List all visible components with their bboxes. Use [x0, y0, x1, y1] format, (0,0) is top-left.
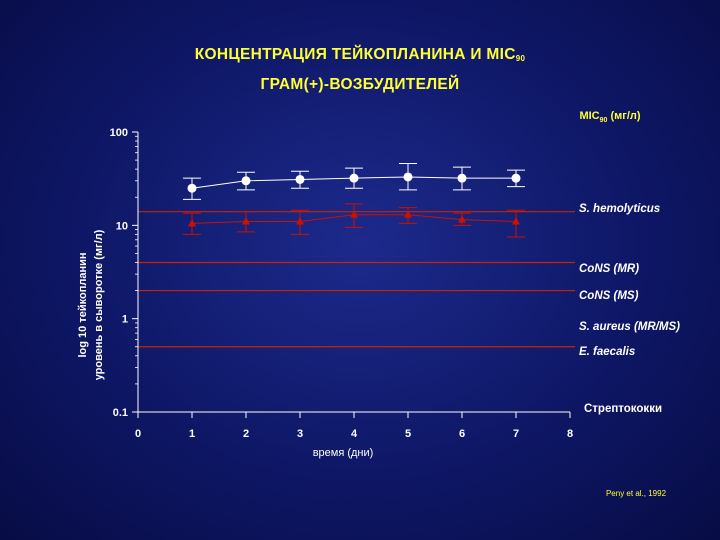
slide-title: КОНЦЕНТРАЦИЯ ТЕЙКОПЛАНИНА И MIC90 ГРАМ(+…: [0, 42, 720, 98]
y-tick-label-2: 1: [122, 314, 128, 326]
title-line-1-subscript: 90: [515, 54, 526, 63]
data-point-circle: [241, 176, 251, 186]
source-citation: Peny et al., 1992: [606, 489, 667, 498]
data-point-triangle: [188, 218, 196, 227]
reference-label-3: S. aureus (MR/MS): [579, 321, 680, 333]
x-tick-label-8: 8: [567, 428, 573, 440]
x-tick-label-5: 5: [405, 428, 411, 440]
x-axis-title: время (дни): [313, 447, 374, 459]
data-point-circle: [403, 172, 413, 182]
data-point-triangle: [350, 210, 358, 218]
data-point-circle: [295, 174, 305, 184]
series-1: [183, 203, 525, 238]
x-tick-label-7: 7: [513, 428, 519, 440]
reference-label-0: S. hemolyticus: [579, 203, 660, 215]
mic-header: MIC90 (мг/л): [579, 110, 640, 124]
data-point-triangle: [458, 215, 466, 223]
data-point-circle: [511, 173, 521, 183]
mic-header-unit: (мг/л): [607, 110, 640, 122]
data-point-triangle: [242, 216, 250, 225]
data-point-circle: [349, 173, 359, 183]
mic-header-subscript: 90: [600, 117, 608, 124]
axes: 100 10 1 0.1 0 1 2 3 4 5 6 7 8: [110, 127, 573, 440]
reference-labels: S. hemolyticus CoNS (MR) CoNS (MS) S. aureu…: [579, 203, 680, 415]
title-line-2: ГРАМ(+)-ВОЗБУДИТЕЛЕЙ: [260, 76, 460, 93]
x-tick-label-1: 1: [189, 428, 195, 440]
y-tick-label-0: 100: [110, 127, 128, 139]
data-point-triangle: [296, 216, 304, 225]
reference-label-5: Стрептококки: [584, 403, 662, 415]
y-axis-title-line-2: уровень в сыворотке (мг/л): [93, 229, 105, 380]
data-point-circle: [457, 173, 467, 183]
x-tick-label-2: 2: [243, 428, 249, 440]
reference-label-4: E. faecalis: [579, 346, 635, 358]
x-tick-label-6: 6: [459, 428, 465, 440]
y-tick-label-3: 0.1: [113, 407, 128, 419]
series-layer: [183, 162, 525, 238]
reference-lines: [138, 211, 575, 348]
data-point-triangle: [512, 216, 520, 225]
x-tick-label-3: 3: [297, 428, 303, 440]
data-point-triangle: [404, 210, 412, 218]
x-tick-label-0: 0: [135, 428, 141, 440]
mic-header-main: MIC: [579, 110, 599, 122]
data-point-circle: [187, 183, 197, 193]
reference-label-2: CoNS (MS): [579, 290, 639, 302]
title-line-1: КОНЦЕНТРАЦИЯ ТЕЙКОПЛАНИНА И MIC90: [0, 42, 720, 72]
x-tick-label-4: 4: [351, 428, 358, 440]
reference-label-1: CoNS (MR): [579, 263, 639, 275]
series-0: [183, 162, 525, 200]
title-line-1-text: КОНЦЕНТРАЦИЯ ТЕЙКОПЛАНИНА И MIC: [194, 46, 516, 63]
y-tick-label-1: 10: [116, 220, 128, 232]
y-axis-title-line-1: log 10 тейкопланин: [77, 253, 89, 358]
